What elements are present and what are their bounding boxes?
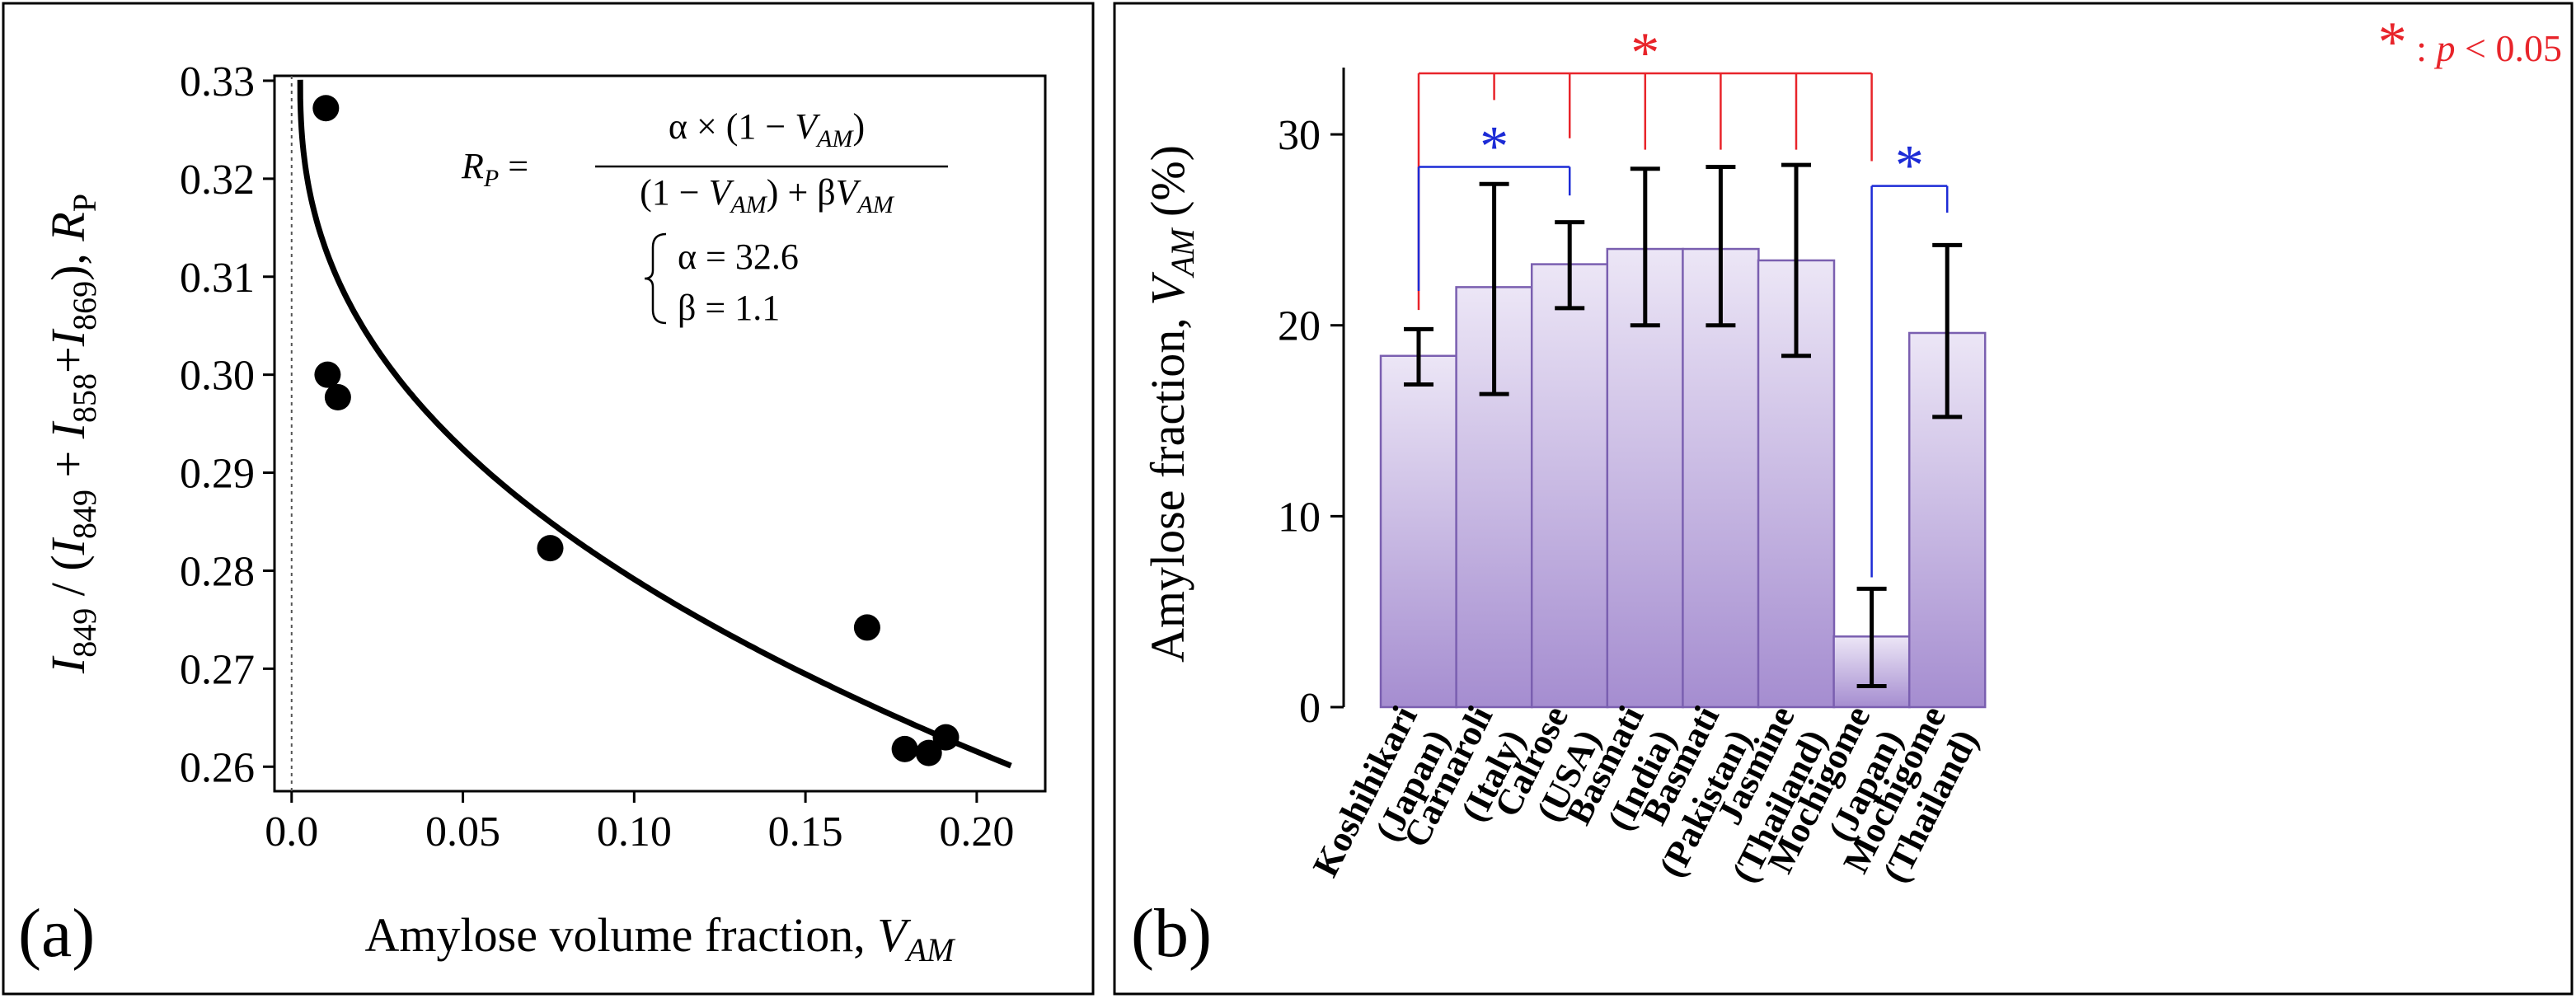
panel-a-data-point <box>932 724 960 751</box>
panel-a-y-tick-label: 0.28 <box>180 548 255 595</box>
panel-a-y-label-part: ), <box>41 241 95 281</box>
panel-b-border <box>1113 2 2574 996</box>
panel-b-y-tick-label: 0 <box>1299 685 1321 732</box>
panel-b-y-tick-label: 10 <box>1278 494 1321 541</box>
panel-b-label: (b) <box>1131 895 1212 972</box>
panel-a-plot-frame <box>273 74 1047 793</box>
sig-legend-rel: < 0.05 <box>2456 27 2562 69</box>
panel-a-x-label-var: V <box>877 908 912 962</box>
eq-num-close: ) <box>852 106 865 147</box>
panel-a-scatter: 0.0 0.05 0.10 0.15 0.20 0.26 0.27 0.28 0.29 0.30 0… <box>18 59 1047 972</box>
panel-a-y-tick-label: 0.32 <box>180 157 255 204</box>
panel-a-y-tick-label: 0.29 <box>180 451 255 498</box>
panel-a-x-tick-label: 0.10 <box>597 808 672 855</box>
panel-a-y-label-part: / ( <box>41 555 95 607</box>
panel-a-x-label-sub: AM <box>904 931 956 968</box>
panel-b-bar-chart: 0 10 20 30 * * * Koshihikari(Japan)Carnaroli(… <box>1131 11 2562 972</box>
panel-a-data-point <box>324 384 351 411</box>
eq-num-text: α × (1 − <box>669 106 795 147</box>
eq-alpha: α = 32.6 <box>678 237 799 277</box>
panel-a-y-tick-label: 0.31 <box>180 255 255 302</box>
sig-legend-p: p <box>2434 27 2456 69</box>
eq-den-b: ) + β <box>767 172 836 213</box>
panel-a-border <box>2 2 1095 996</box>
eq-equals: = <box>499 146 528 186</box>
panel-b-y-label-sub: AM <box>1164 227 1201 279</box>
panel-b-bars <box>1379 162 1987 709</box>
panel-a-data-point <box>314 361 341 388</box>
panel-b-y-label-text: Amylose fraction, <box>1141 306 1194 663</box>
panel-a-y-label-part: + <box>41 438 95 490</box>
panel-a-y-tick-label: 0.33 <box>180 59 255 105</box>
panel-a-data-point <box>915 739 942 766</box>
eq-num-sub: AM <box>815 125 854 152</box>
eq-denominator: (1 − VAM) + βVAM <box>640 172 895 218</box>
eq-den-a: (1 − <box>640 172 708 213</box>
panel-a-y-label: I849 / (I849 + I858+I869), RP <box>41 194 103 674</box>
panel-a-points <box>312 95 960 766</box>
panel-a-ticks: 0.0 0.05 0.10 0.15 0.20 0.26 0.27 0.28 0.29 0.30 0… <box>180 59 1014 855</box>
eq-den-var: V <box>709 172 735 213</box>
panel-b-significance: * * * <box>1417 21 1949 578</box>
panel-b-bar <box>1530 263 1609 709</box>
panel-a-y-tick-label: 0.26 <box>180 744 255 791</box>
panel-b-y-tick-label: 30 <box>1278 112 1321 159</box>
panel-a-y-label-part: 849 <box>66 608 103 658</box>
panel-a-x-label: Amylose volume fraction, VAM <box>365 908 957 968</box>
panel-a-y-label-part: R <box>41 212 95 241</box>
panel-a-y-label-part: I <box>41 420 95 439</box>
significance-star: * <box>1480 115 1509 178</box>
panel-a-data-point <box>312 95 340 122</box>
eq-den-sub: AM <box>729 191 767 218</box>
panel-a-x-label-text: Amylose volume fraction, <box>365 908 878 962</box>
eq-lhs-var: R <box>461 146 484 186</box>
eq-numerator: α × (1 − VAM) <box>669 106 865 152</box>
sig-legend-sep: : <box>2407 27 2437 69</box>
panel-a-data-point <box>853 614 880 641</box>
eq-num-var: V <box>795 106 821 147</box>
panel-a-label: (a) <box>18 895 95 972</box>
eq-lhs: RP = <box>461 146 528 192</box>
panel-a-y-tick-label: 0.30 <box>180 353 255 400</box>
panel-a-y-label-part: I <box>41 655 95 674</box>
panel-a-data-point <box>891 735 918 762</box>
panel-a-equation: RP = α × (1 − VAM) (1 − VAM) + βVAM α = … <box>461 106 948 328</box>
panel-a-x-tick-label: 0.05 <box>425 808 500 855</box>
panel-b-bar <box>1379 354 1458 709</box>
panel-a-y-label-part: I <box>41 328 95 347</box>
eq-lhs-sub: P <box>483 165 499 192</box>
panel-a-data-point <box>537 535 564 562</box>
panel-b-y-label-var: V <box>1141 271 1194 306</box>
panel-a-y-tick-label: 0.27 <box>180 646 255 693</box>
significance-legend: * : p < 0.05 <box>2378 11 2562 74</box>
panel-a-x-tick-label: 0.20 <box>939 808 1014 855</box>
panel-a-y-label-part: I <box>41 537 95 555</box>
panel-a-y-label-part: 858 <box>66 373 103 423</box>
panel-a-y-label-part: 869 <box>66 281 103 330</box>
panel-a-x-tick-label: 0.0 <box>265 808 318 855</box>
panel-b-y-tick-label: 20 <box>1278 303 1321 350</box>
eq-den-var2: V <box>836 172 862 213</box>
panel-b-ticks: 0 10 20 30 <box>1278 112 1344 732</box>
panel-a-y-label-part: 849 <box>66 490 103 539</box>
eq-den-sub2: AM <box>856 191 895 218</box>
panel-a-x-tick-label: 0.15 <box>768 808 843 855</box>
significance-star: * <box>1631 21 1659 85</box>
eq-beta: β = 1.1 <box>678 288 780 328</box>
significance-star: * <box>1895 134 1924 198</box>
panel-b-y-label: Amylose fraction, VAM (%) <box>1141 145 1201 663</box>
sig-legend-star: * <box>2378 11 2407 74</box>
panel-a-fit-curve <box>297 79 1012 769</box>
eq-brace <box>644 232 667 325</box>
panel-b-y-label-unit: (%) <box>1141 145 1194 228</box>
panel-a-y-label-part: P <box>66 194 103 212</box>
panel-b-category-labels: Koshihikari(Japan)Carnaroli(Italy)Calros… <box>1305 700 1986 889</box>
panel-a-y-label-part: + <box>41 346 95 373</box>
